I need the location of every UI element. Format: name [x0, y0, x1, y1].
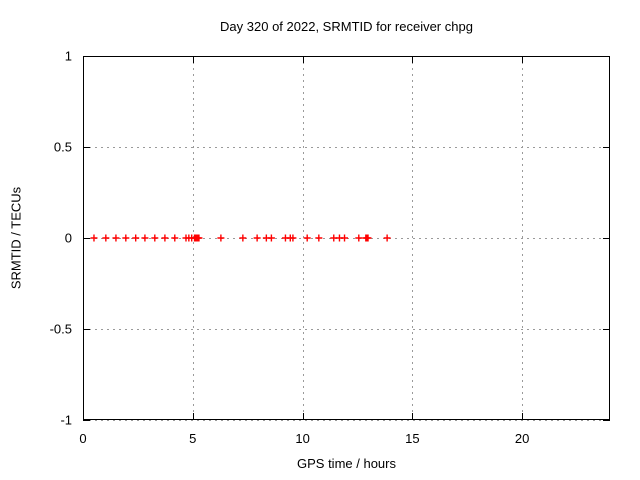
x-tick-label: 5	[189, 431, 196, 446]
data-point-marker	[102, 234, 110, 242]
y-tick-label: 0.5	[54, 140, 72, 155]
data-point-marker	[161, 234, 169, 242]
x-tick-label: 15	[405, 431, 419, 446]
data-point-marker	[289, 234, 297, 242]
data-point-marker	[122, 234, 130, 242]
axis-ticks	[83, 56, 610, 421]
y-tick-label: -0.5	[50, 322, 72, 337]
x-tick-label: 20	[515, 431, 529, 446]
data-point-marker	[217, 234, 225, 242]
x-axis-label: GPS time / hours	[297, 456, 396, 471]
data-point-marker	[267, 234, 275, 242]
data-point-marker	[315, 234, 323, 242]
data-point-marker	[303, 234, 311, 242]
y-tick-label: 0	[65, 231, 72, 246]
x-tick-label: 0	[79, 431, 86, 446]
data-point-marker	[132, 234, 140, 242]
data-point-marker	[151, 234, 159, 242]
data-point-marker	[90, 234, 98, 242]
y-axis-label: SRMTID / TECUs	[8, 186, 24, 290]
y-tick-label: -1	[60, 413, 72, 428]
x-tick-labels: 0 5 10 15 20	[79, 431, 529, 446]
data-point-marker	[239, 234, 247, 242]
chart-title: Day 320 of 2022, SRMTID for receiver chp…	[220, 19, 473, 34]
data-point-marker	[112, 234, 120, 242]
data-point-marker	[141, 234, 149, 242]
data-point-marker	[171, 234, 179, 242]
data-point-marker	[364, 234, 372, 242]
data-point-marker	[341, 234, 349, 242]
data-point-marker	[253, 234, 261, 242]
data-point-marker	[355, 234, 363, 242]
data-point-marker	[383, 234, 391, 242]
y-tick-label: 1	[65, 49, 72, 64]
data-point-series	[90, 234, 391, 242]
data-point-marker	[195, 234, 203, 242]
y-tick-labels: -1 -0.5 0 0.5 1	[50, 49, 72, 428]
x-tick-label: 10	[295, 431, 309, 446]
